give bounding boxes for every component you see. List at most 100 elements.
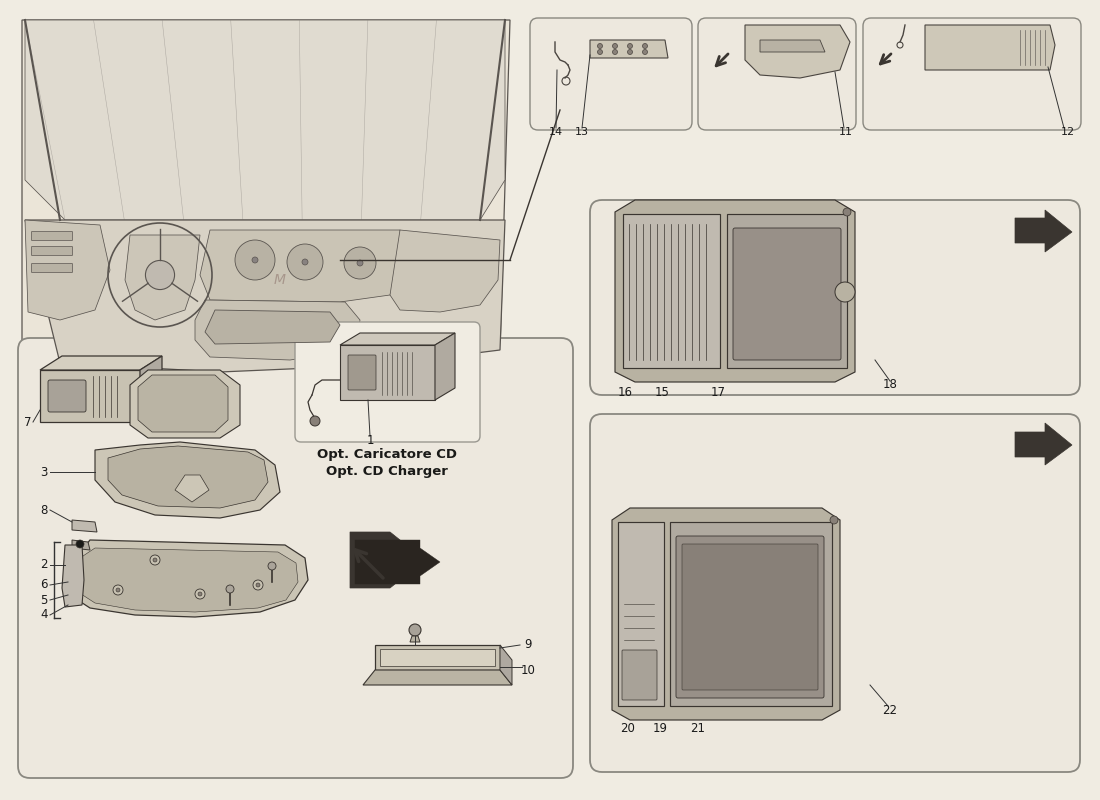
Text: eurospares: eurospares <box>96 483 184 497</box>
Circle shape <box>597 43 603 49</box>
Circle shape <box>287 244 323 280</box>
Polygon shape <box>1015 423 1072 465</box>
Text: 6: 6 <box>41 578 47 591</box>
Text: 8: 8 <box>41 503 47 517</box>
Text: M: M <box>274 273 286 287</box>
Text: 19: 19 <box>652 722 668 734</box>
Circle shape <box>252 257 258 263</box>
Polygon shape <box>22 20 510 372</box>
Text: 12: 12 <box>1060 127 1075 137</box>
Circle shape <box>830 516 838 524</box>
Polygon shape <box>130 370 240 438</box>
Polygon shape <box>25 220 505 372</box>
Polygon shape <box>590 40 668 58</box>
Circle shape <box>116 588 120 592</box>
Circle shape <box>627 50 632 54</box>
Text: eurospares: eurospares <box>286 233 374 247</box>
Text: eurospares: eurospares <box>876 523 964 537</box>
Polygon shape <box>363 670 512 685</box>
Polygon shape <box>40 356 162 370</box>
Circle shape <box>409 624 421 636</box>
Circle shape <box>642 43 648 49</box>
Text: 10: 10 <box>520 663 536 677</box>
Circle shape <box>150 555 160 565</box>
Text: eurospares: eurospares <box>675 523 764 537</box>
Polygon shape <box>72 520 97 532</box>
Circle shape <box>613 50 617 54</box>
Polygon shape <box>355 540 440 584</box>
Polygon shape <box>618 522 664 706</box>
Text: 18: 18 <box>882 378 898 391</box>
Circle shape <box>198 592 202 596</box>
Circle shape <box>145 261 175 290</box>
Text: eurospares: eurospares <box>96 603 184 617</box>
FancyBboxPatch shape <box>348 355 376 390</box>
Text: eurospares: eurospares <box>286 493 374 507</box>
Polygon shape <box>727 214 847 368</box>
Polygon shape <box>125 235 200 320</box>
Polygon shape <box>108 446 268 508</box>
Polygon shape <box>205 310 340 344</box>
FancyBboxPatch shape <box>530 18 692 130</box>
Circle shape <box>253 580 263 590</box>
Text: 22: 22 <box>882 703 898 717</box>
Text: 2: 2 <box>41 558 47 571</box>
FancyBboxPatch shape <box>682 544 818 690</box>
Polygon shape <box>410 636 420 642</box>
Polygon shape <box>350 532 425 588</box>
Text: 15: 15 <box>654 386 670 398</box>
Text: eurospares: eurospares <box>286 613 374 627</box>
Polygon shape <box>612 508 840 720</box>
FancyBboxPatch shape <box>676 536 824 698</box>
Text: eurospares: eurospares <box>675 633 764 647</box>
FancyBboxPatch shape <box>48 380 86 412</box>
Circle shape <box>256 583 260 587</box>
Text: 17: 17 <box>711 386 726 398</box>
Text: eurospares: eurospares <box>286 603 374 617</box>
Text: eurospares: eurospares <box>876 283 964 297</box>
Polygon shape <box>500 645 512 685</box>
Text: eurospares: eurospares <box>286 483 374 497</box>
Text: 4: 4 <box>41 609 47 622</box>
Text: eurospares: eurospares <box>111 233 199 247</box>
Polygon shape <box>615 200 855 382</box>
Text: 20: 20 <box>620 722 636 734</box>
Text: 3: 3 <box>41 466 47 478</box>
FancyBboxPatch shape <box>733 228 842 360</box>
Text: Opt. Caricatore CD
Opt. CD Charger: Opt. Caricatore CD Opt. CD Charger <box>317 448 456 478</box>
Polygon shape <box>623 214 720 368</box>
Polygon shape <box>670 522 832 706</box>
Polygon shape <box>379 649 495 666</box>
Text: eurospares: eurospares <box>675 283 764 297</box>
Polygon shape <box>40 370 140 422</box>
Polygon shape <box>77 548 298 612</box>
Text: 5: 5 <box>41 594 47 606</box>
Text: eurospares: eurospares <box>675 278 764 292</box>
Polygon shape <box>95 442 280 518</box>
FancyBboxPatch shape <box>32 231 73 241</box>
Text: eurospares: eurospares <box>886 523 975 537</box>
Polygon shape <box>340 333 455 345</box>
Text: eurospares: eurospares <box>111 123 199 137</box>
Circle shape <box>843 208 851 216</box>
Polygon shape <box>175 475 209 502</box>
Circle shape <box>268 562 276 570</box>
Circle shape <box>358 260 363 266</box>
Text: 11: 11 <box>839 127 853 137</box>
Polygon shape <box>340 345 434 400</box>
FancyBboxPatch shape <box>698 18 856 130</box>
Text: eurospares: eurospares <box>675 523 764 537</box>
Text: 7: 7 <box>24 415 32 429</box>
FancyBboxPatch shape <box>590 200 1080 395</box>
Polygon shape <box>745 25 850 78</box>
Circle shape <box>310 416 320 426</box>
Polygon shape <box>68 540 308 617</box>
FancyBboxPatch shape <box>32 263 73 273</box>
Text: eurospares: eurospares <box>886 278 975 292</box>
Circle shape <box>153 558 157 562</box>
FancyBboxPatch shape <box>590 414 1080 772</box>
Circle shape <box>113 585 123 595</box>
Polygon shape <box>72 540 90 550</box>
Polygon shape <box>62 545 84 607</box>
Polygon shape <box>25 220 110 320</box>
